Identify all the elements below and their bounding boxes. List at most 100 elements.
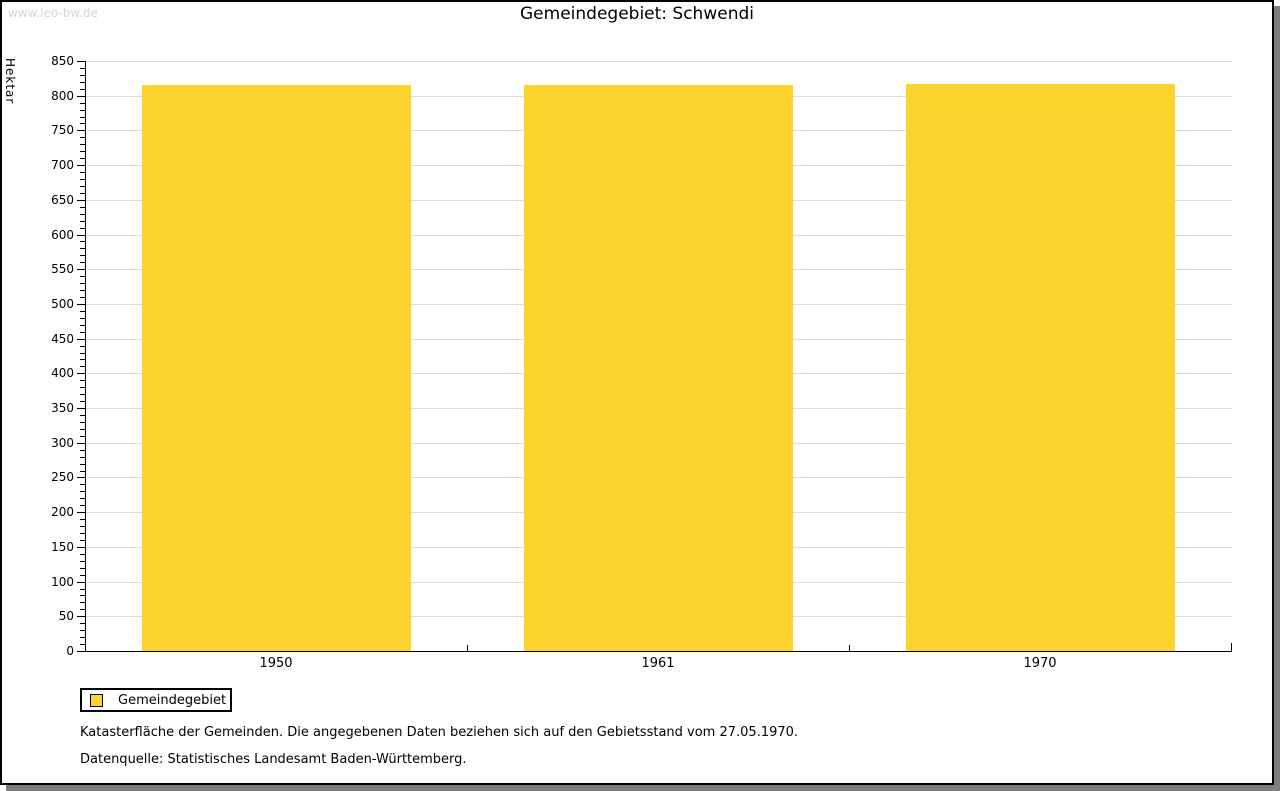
y-axis-major-tick (77, 477, 85, 479)
y-axis-tick-label: 500 (51, 296, 74, 311)
y-axis-tick-label: 850 (51, 54, 74, 68)
y-axis-tick-label: 800 (51, 88, 74, 103)
x-axis-label-1961: 1961 (641, 656, 675, 671)
y-axis-major-tick (77, 512, 85, 514)
y-axis-minor-tick (80, 456, 85, 458)
y-axis-minor-tick (80, 449, 85, 451)
y-axis-minor-tick (80, 630, 85, 632)
y-axis-minor-tick (80, 526, 85, 528)
y-axis-tick-label: 250 (51, 470, 74, 485)
y-axis-major-tick (77, 199, 85, 201)
y-axis-tick-label: 350 (51, 401, 74, 416)
bar-1961 (524, 84, 793, 651)
y-axis-minor-tick (80, 609, 85, 611)
y-axis-minor-tick (80, 595, 85, 597)
x-axis-line (85, 651, 1232, 652)
y-axis-tick-label: 550 (51, 262, 74, 277)
chart-title: Gemeindegebiet: Schwendi (520, 4, 754, 24)
y-axis-minor-tick (80, 553, 85, 555)
chart-canvas: www.leo-bw.de Gemeindegebiet: Schwendi H… (2, 2, 1272, 783)
y-axis-major-tick (77, 546, 85, 548)
gridline (86, 61, 1232, 62)
y-axis-major-tick (77, 651, 85, 652)
y-axis-minor-tick (80, 255, 85, 257)
y-axis-minor-tick (80, 317, 85, 319)
y-axis-major-tick (77, 442, 85, 444)
y-axis-minor-tick (80, 352, 85, 354)
footer-note: Katasterfläche der Gemeinden. Die angege… (80, 725, 799, 740)
y-axis-minor-tick (80, 359, 85, 361)
watermark: www.leo-bw.de (8, 6, 98, 20)
y-axis-tick-label: 450 (51, 331, 74, 346)
y-axis-minor-tick (80, 102, 85, 104)
y-axis-minor-tick (80, 560, 85, 562)
y-axis-minor-tick (80, 241, 85, 243)
y-axis-minor-tick (80, 290, 85, 292)
y-axis-minor-tick (80, 394, 85, 396)
y-axis-minor-tick (80, 88, 85, 90)
y-axis-minor-tick (80, 491, 85, 493)
y-axis-minor-tick (80, 109, 85, 111)
y-axis-tick-label: 700 (51, 158, 74, 173)
y-axis-minor-tick (80, 380, 85, 382)
y-axis-minor-tick (80, 539, 85, 541)
y-axis-minor-tick (80, 331, 85, 333)
x-axis-label-1950: 1950 (259, 656, 293, 671)
y-axis-minor-tick (80, 366, 85, 368)
y-axis-minor-tick (80, 276, 85, 278)
y-axis-minor-tick (80, 623, 85, 625)
y-axis-minor-tick (80, 192, 85, 194)
y-axis-major-tick (77, 130, 85, 132)
y-axis-minor-tick (80, 533, 85, 534)
y-axis-minor-tick (80, 602, 85, 604)
y-axis-major-tick (77, 234, 85, 236)
y-axis-minor-tick (80, 324, 85, 326)
legend-swatch (90, 693, 103, 707)
y-axis-minor-tick (80, 345, 85, 347)
y-axis-major-tick (77, 338, 85, 340)
y-axis-minor-tick (80, 401, 85, 403)
y-axis-tick-label: 200 (51, 505, 74, 520)
bar-1950 (142, 84, 411, 651)
y-axis-minor-tick (80, 463, 85, 465)
y-axis-minor-tick (80, 137, 85, 139)
y-axis-major-tick (77, 269, 85, 271)
y-axis-minor-tick (80, 421, 85, 423)
y-axis-minor-tick (80, 67, 85, 69)
y-axis-tick-label: 100 (51, 574, 74, 589)
y-axis-major-tick (77, 408, 85, 410)
legend-box: Gemeindegebiet (80, 688, 232, 712)
footer-source: Datenquelle: Statistisches Landesamt Bad… (80, 752, 467, 767)
y-axis-minor-tick (80, 567, 85, 569)
y-axis-minor-tick (80, 227, 85, 229)
y-axis-minor-tick (80, 158, 85, 160)
y-axis-minor-tick (80, 213, 85, 215)
y-axis-minor-tick (80, 505, 85, 507)
y-axis-minor-tick (80, 484, 85, 486)
y-axis-minor-tick (80, 387, 85, 389)
y-axis-minor-tick (80, 644, 85, 646)
y-axis-minor-tick (80, 172, 85, 174)
y-axis-minor-tick (80, 574, 85, 576)
y-axis-tick-label: 50 (58, 609, 74, 624)
y-axis-minor-tick (80, 74, 85, 76)
legend-label: Gemeindegebiet (118, 692, 227, 708)
y-axis-major-tick (77, 581, 85, 583)
x-axis-label-1970: 1970 (1023, 656, 1057, 671)
y-axis-minor-tick (80, 428, 85, 430)
y-axis-minor-tick (80, 498, 85, 500)
y-axis-minor-tick (80, 519, 85, 521)
y-axis-minor-tick (80, 310, 85, 312)
x-axis-boundary-tick (849, 645, 850, 651)
y-axis-tick-label: 650 (51, 192, 74, 207)
y-axis-minor-tick (80, 123, 85, 125)
x-axis-boundary-tick (467, 645, 468, 651)
y-axis-major-tick (77, 61, 85, 62)
y-axis-minor-tick (80, 283, 85, 285)
y-axis-minor-tick (80, 81, 85, 83)
y-axis-minor-tick (80, 470, 85, 472)
y-axis-line (85, 61, 86, 651)
y-axis-minor-tick (80, 144, 85, 146)
y-axis-minor-tick (80, 637, 85, 639)
